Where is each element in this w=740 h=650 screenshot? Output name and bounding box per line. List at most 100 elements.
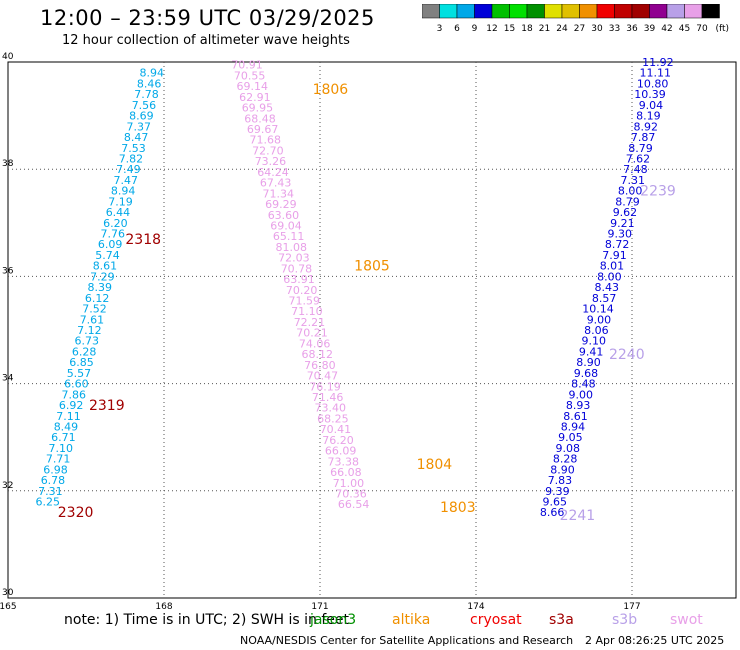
wave-height-label: 8.00 [618,185,643,198]
wave-height-label: 70.41 [320,423,352,436]
wave-height-label: 8.46 [137,77,162,90]
wave-height-label: 69.14 [237,80,269,93]
colorbar-tick-label: 3 [437,24,443,34]
wave-height-label: 73.40 [315,402,347,415]
wave-height-label: 9.00 [587,313,612,326]
colorbar-tick-label: 18 [521,24,533,34]
colorbar-unit: (ft) [715,24,729,34]
wave-height-label: 7.62 [626,152,651,165]
wave-height-label: 70.21 [296,327,328,340]
footer-note: note: 1) Time is in UTC; 2) SWH is in fe… [64,612,350,628]
wave-height-label: 7.87 [631,131,656,144]
y-tick-label: 34 [2,374,14,384]
wave-height-label: 7.78 [134,88,159,101]
wave-height-label: 9.00 [569,388,594,401]
wave-height-label: 8.94 [561,420,586,433]
time-tag-label: 2240 [609,347,645,363]
wave-height-label: 7.47 [114,174,139,187]
wave-height-label: 8.48 [571,378,596,391]
wave-height-label: 73.26 [255,155,287,168]
wave-height-label: 8.79 [628,142,653,155]
wave-height-label: 7.12 [77,324,102,337]
wave-height-label: 8.94 [111,185,136,198]
wave-height-label: 68.12 [302,348,334,361]
timestamp: 2 Apr 08:26:25 UTC 2025 [585,634,725,647]
wave-height-label: 7.76 [101,228,126,241]
wave-height-label: 7.53 [121,142,146,155]
wave-height-label: 6.20 [103,217,128,230]
colorbar: 3 6 9 12 15 18 21 24 27 30 33 36 39 42 45 70 (ft) [422,4,729,34]
x-tick-label: 177 [623,602,640,612]
colorbar-tick-label: 36 [626,24,638,34]
wave-height-label: 76.20 [322,434,354,447]
time-tag-label: 1805 [354,259,390,275]
wave-height-label: 76.19 [309,380,341,393]
wave-height-label: 7.37 [127,120,152,133]
y-tick-label: 30 [2,588,14,598]
wave-height-label: 9.68 [574,367,599,380]
legend: jason3 altika cryosat s3a s3b swot [0,612,740,632]
wave-height-label: 71.10 [291,305,323,318]
wave-height-label: 7.82 [119,152,144,165]
wave-height-label: 62.91 [239,91,271,104]
wave-height-label: 7.83 [548,474,573,487]
wave-height-label: 8.28 [553,453,578,466]
wave-height-label: 9.65 [543,496,568,509]
wave-height-label: 8.57 [592,292,617,305]
wave-height-label: 8.61 [563,410,588,423]
time-tag-label: 1806 [313,82,349,98]
wave-height-label: 67.43 [260,177,292,190]
wave-height-label: 73.38 [328,455,360,468]
wave-height-label: 7.61 [80,313,105,326]
legend-entry-cryosat: cryosat [470,612,522,628]
wave-height-label: 71.59 [289,295,321,308]
wave-height-label: 6.85 [69,356,94,369]
wave-height-label: 9.39 [545,485,570,498]
colorbar-tick-label: 33 [609,24,620,34]
wave-height-label: 72.21 [294,316,326,329]
wave-height-label: 6.60 [64,378,89,391]
wave-height-label: 9.10 [582,335,607,348]
wave-height-label: 8.72 [605,238,630,251]
colorbar-tick-label: 21 [539,24,550,34]
wave-height-label: 68.48 [244,112,276,125]
wave-height-label: 9.21 [610,217,635,230]
wave-height-label: 8.00 [597,270,622,283]
colorbar-tick-label: 6 [454,24,460,34]
wave-height-label: 69.95 [242,102,274,115]
time-tag-label: 1803 [440,500,476,516]
colorbar-tick-label: 12 [486,24,497,34]
y-tick-label: 36 [2,266,14,276]
wave-height-label: 7.31 [38,485,63,498]
wave-height-label: 8.39 [88,281,113,294]
wave-height-label: 8.90 [576,356,601,369]
legend-entry-s3b: s3b [612,612,638,628]
wave-height-label: 7.52 [82,303,107,316]
wave-height-label: 72.70 [252,144,284,157]
wave-height-label: 11.11 [640,67,672,80]
wave-height-label: 8.90 [550,463,575,476]
wave-height-label: 6.71 [51,431,76,444]
page-subtitle: 12 hour collection of altimeter wave hei… [62,33,350,48]
wave-height-label: 8.01 [600,260,625,273]
time-tag-label: 1804 [417,457,453,473]
wave-height-label: 69.67 [247,123,279,136]
colorbar-tick-label: 15 [504,24,515,34]
y-tick-label: 38 [2,159,14,169]
wave-height-label: 81.08 [276,241,308,254]
wave-height-label: 7.48 [623,163,648,176]
wave-height-label: 8.94 [140,67,165,80]
wave-height-label: 70.78 [281,262,313,275]
wave-height-label: 9.05 [558,431,583,444]
wave-height-label: 7.49 [116,163,141,176]
wave-height-label: 63.60 [268,209,300,222]
wave-height-label: 64.24 [257,166,289,179]
x-tick-label: 174 [467,602,484,612]
x-tick-label: 165 [0,602,17,612]
x-tick-label: 168 [155,602,172,612]
x-tick-label: 171 [311,602,328,612]
wave-height-label: 63.91 [283,273,315,286]
wave-height-label: 66.08 [330,466,362,479]
colorbar-tick-label: 39 [644,24,656,34]
